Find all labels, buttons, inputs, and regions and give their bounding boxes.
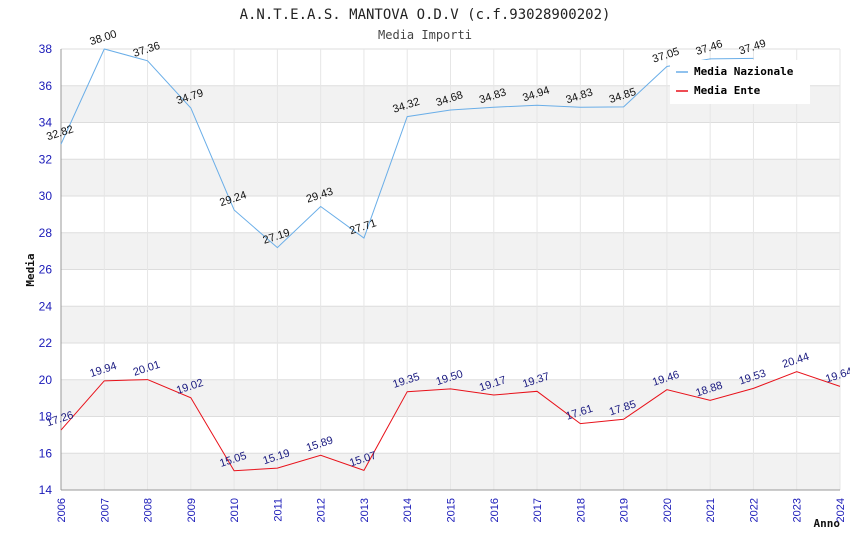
y-axis-label: Media [24,253,37,286]
legend-box [670,60,810,104]
x-tick-label: 2006 [56,498,68,522]
y-tick-label: 22 [39,336,53,350]
x-tick-labels: 2006 2007 2008 2009 2010 2011 2012 2013 2014 2015… [56,498,847,522]
x-tick-label: 2020 [662,498,674,522]
x-tick-label: 2019 [619,498,631,522]
x-tick-label: 2010 [229,498,241,522]
data-label-media-nazionale: 37.46 [694,38,724,58]
x-tick-label: 2024 [835,498,847,522]
gridlines [60,48,841,491]
data-label-media-ente: 19.94 [88,360,118,380]
series-lines [60,48,841,472]
data-label-media-nazionale: 37.49 [738,38,768,58]
x-tick-label: 2023 [792,498,804,522]
y-tick-label: 14 [39,483,53,497]
x-tick-label: 2011 [272,498,284,522]
legend-label-media-nazionale: Media Nazionale [694,65,794,78]
x-tick-label: 2013 [359,498,371,522]
x-tick-label: 2008 [143,498,155,522]
x-tick-label: 2021 [705,498,717,522]
y-tick-label: 36 [39,79,53,93]
x-tick-label: 2017 [532,498,544,522]
x-tick-label: 2007 [99,498,111,522]
legend-label-media-ente: Media Ente [694,84,761,97]
chart-title: A.N.T.E.A.S. MANTOVA O.D.V (c.f.93028900… [240,7,611,23]
data-label-media-nazionale: 37.36 [132,40,162,60]
y-tick-label: 24 [39,299,53,313]
x-axis-label: Anno [814,517,841,530]
x-tick-label: 2012 [316,498,328,522]
y-tick-label: 28 [39,226,53,240]
data-label-media-ente: 15.89 [305,434,335,454]
x-tick-label: 2014 [402,498,414,522]
chart-subtitle: Media Importi [378,28,472,42]
series-line-media-ente [60,371,841,472]
y-tick-labels: 14 16 18 20 22 24 26 28 30 32 34 36 38 [39,42,53,497]
y-tick-label: 16 [39,446,53,460]
x-tick-label: 2016 [489,498,501,522]
y-tick-label: 20 [39,373,53,387]
y-tick-label: 26 [39,263,53,277]
y-tick-label: 32 [39,152,53,166]
y-tick-label: 18 [39,410,53,424]
y-tick-label: 34 [39,116,53,130]
data-label-media-ente: 20.01 [132,359,162,379]
y-tick-label: 38 [39,42,53,56]
data-label-media-ente: 20.44 [781,351,811,371]
x-tick-label: 2015 [446,498,458,522]
data-label-media-nazionale: 38.00 [88,28,118,48]
x-tick-label: 2018 [575,498,587,522]
x-tick-label: 2009 [186,498,198,522]
legend: Media Nazionale Media Ente [670,60,810,104]
y-tick-label: 30 [39,189,53,203]
x-tick-label: 2022 [748,498,760,522]
series-line-media-nazionale [60,48,754,249]
